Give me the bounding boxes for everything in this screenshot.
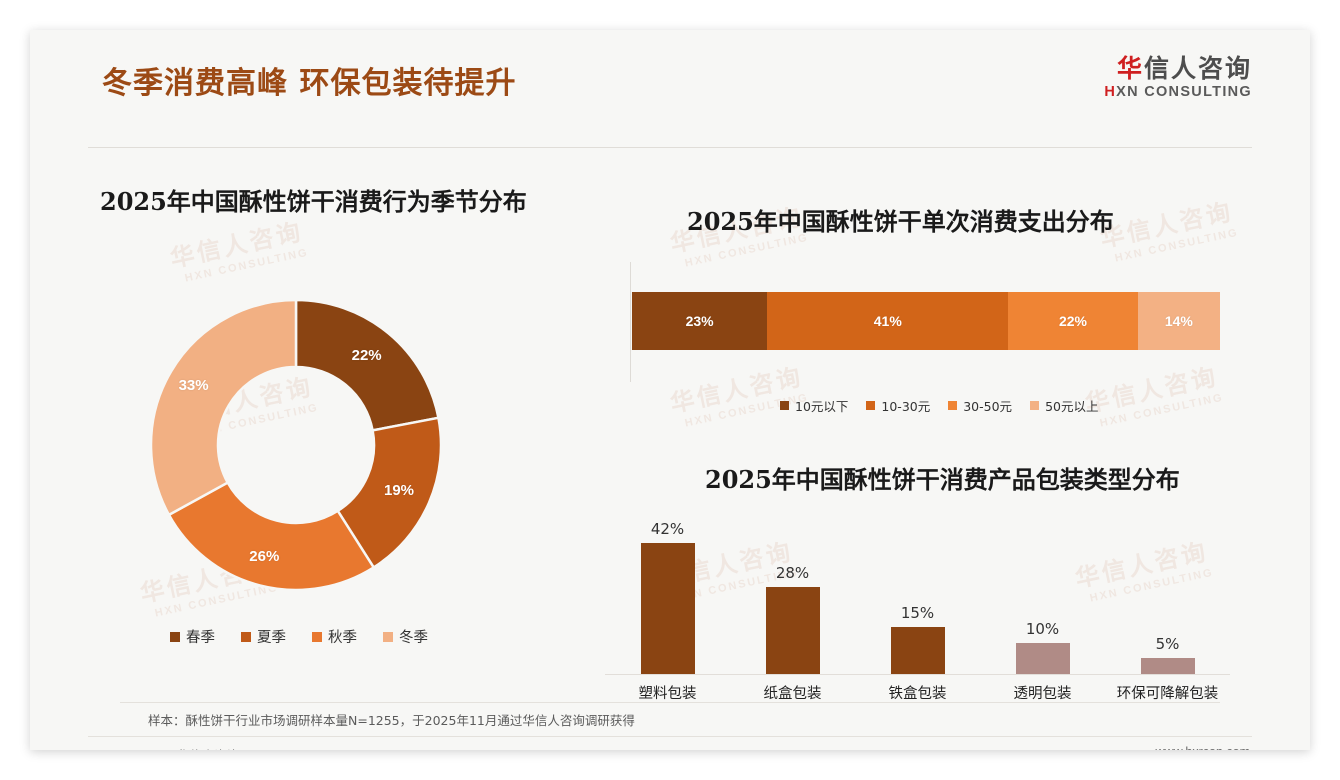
- slide-header: 冬季消费高峰 环保包装待提升 华信人咨询 HXN CONSULTING: [30, 30, 1310, 122]
- watermark-en: HXN CONSULTING: [1098, 391, 1225, 430]
- bar-value-label: 15%: [900, 604, 935, 623]
- bar-value-label: 28%: [775, 563, 810, 582]
- stacked-bar-legend: 10元以下 10-30元 30-50元 50元以上: [780, 396, 1098, 415]
- watermark-cn: 华信人咨询: [1097, 197, 1236, 253]
- footer-copyright: ©2026.1 HXR华信人咨询: [90, 745, 239, 750]
- bar-category-label: 铁盒包装: [888, 686, 947, 702]
- bar-category-label: 透明包装: [1013, 686, 1072, 702]
- logo-cn-red: 华: [1116, 54, 1144, 83]
- bar-chart-baseline: [605, 674, 1230, 675]
- bar-column[interactable]: 15%: [890, 604, 945, 674]
- bar-category-label: 环保可降解包装: [1116, 686, 1219, 702]
- spend-stacked-bar-chart: 23% 41% 22% 14%: [630, 262, 1230, 392]
- legend-label: 冬季: [399, 630, 428, 646]
- source-note: 样本：酥性饼干行业市场调研样本量N=1255，于2025年11月通过华信人咨询调…: [148, 713, 635, 728]
- packaging-bar-chart: 42% 28% 15% 10% 5% 塑料包装 纸盒包装 铁盒包装 透明包装 环保可降解包装: [605, 500, 1230, 702]
- donut-legend: 春季 夏季 秋季 冬季: [170, 626, 428, 647]
- donut-slice[interactable]: [294, 298, 440, 432]
- legend-label: 50元以上: [1045, 399, 1099, 414]
- legend-item[interactable]: 10-30元: [866, 396, 930, 415]
- legend-swatch-icon: [1030, 401, 1040, 410]
- stacked-bar-segment-value: 22%: [1058, 313, 1087, 329]
- watermark-en: HXN CONSULTING: [1113, 226, 1240, 265]
- stacked-bar-segment[interactable]: 23%: [632, 292, 768, 350]
- footer-website: www.hxrcon.com: [1156, 745, 1250, 750]
- season-donut-chart: 22% 19% 26% 33%: [96, 270, 576, 670]
- legend-item[interactable]: 冬季: [383, 626, 428, 647]
- bar-category-label: 纸盒包装: [763, 686, 822, 702]
- logo-english-text: HXN CONSULTING: [1104, 84, 1252, 100]
- bar-column[interactable]: 28%: [765, 563, 820, 674]
- legend-item[interactable]: 春季: [170, 626, 215, 647]
- bar-value-label: 5%: [1155, 635, 1180, 654]
- watermark-cn: 华信人咨询: [167, 217, 306, 273]
- stacked-bar-segment[interactable]: 41%: [767, 292, 1009, 350]
- legend-label: 春季: [186, 630, 215, 646]
- stacked-bar-segment-value: 41%: [873, 313, 902, 329]
- stacked-bar-segment[interactable]: 22%: [1008, 292, 1138, 350]
- legend-item[interactable]: 10元以下: [780, 396, 848, 415]
- stacked-bar-segment-value: 23%: [685, 313, 714, 329]
- watermark: 华信人咨询 HXN CONSULTING: [1096, 191, 1240, 266]
- donut-slice-value: 33%: [178, 377, 209, 395]
- legend-label: 30-50元: [963, 399, 1013, 414]
- legend-swatch-icon: [170, 631, 180, 642]
- header-divider: [88, 147, 1252, 148]
- bar-column[interactable]: 5%: [1140, 635, 1195, 674]
- bar-column[interactable]: 42%: [640, 519, 695, 674]
- logo-en-red: H: [1104, 84, 1117, 101]
- stacked-bar-axis-line: [630, 262, 631, 382]
- source-divider: [120, 702, 1220, 703]
- bar-rect[interactable]: [1015, 642, 1070, 674]
- logo-en-rest: XN CONSULTING: [1116, 84, 1252, 101]
- bar-rect[interactable]: [890, 627, 945, 674]
- legend-swatch-icon: [312, 631, 322, 642]
- stacked-bar-segment[interactable]: 14%: [1137, 292, 1220, 350]
- donut-slice-value: 26%: [249, 547, 280, 565]
- logo-chinese-text: 华信人咨询: [1104, 54, 1252, 83]
- legend-label: 夏季: [257, 630, 286, 646]
- stacked-bar-chart-title: 2025年中国酥性饼干单次消费支出分布: [687, 207, 1114, 236]
- legend-swatch-icon: [383, 631, 393, 642]
- legend-swatch-icon: [948, 401, 958, 410]
- packaging-bar-chart-title: 2025年中国酥性饼干消费产品包装类型分布: [705, 465, 1180, 494]
- stacked-bar-track: 23% 41% 22% 14%: [632, 292, 1220, 350]
- legend-swatch-icon: [780, 401, 789, 410]
- footer-divider: [88, 736, 1252, 737]
- bar-column[interactable]: 10%: [1015, 619, 1070, 674]
- company-logo: 华信人咨询 HXN CONSULTING: [1104, 54, 1252, 100]
- legend-label: 10元以下: [795, 399, 849, 414]
- bar-value-label: 10%: [1025, 619, 1060, 638]
- stacked-bar-segment-value: 14%: [1164, 313, 1193, 329]
- page-title: 冬季消费高峰 环保包装待提升: [102, 66, 517, 101]
- legend-item[interactable]: 秋季: [312, 626, 357, 647]
- legend-item[interactable]: 夏季: [241, 626, 286, 647]
- legend-item[interactable]: 50元以上: [1030, 396, 1098, 415]
- legend-label: 10-30元: [881, 399, 931, 414]
- donut-chart-title: 2025年中国酥性饼干消费行为季节分布: [100, 187, 527, 216]
- legend-swatch-icon: [866, 401, 876, 410]
- bar-rect[interactable]: [640, 542, 695, 674]
- legend-swatch-icon: [241, 631, 251, 642]
- bar-value-label: 42%: [650, 519, 685, 538]
- logo-cn-gray: 信人咨询: [1143, 54, 1252, 83]
- donut-slice[interactable]: [336, 416, 443, 570]
- donut-svg: [149, 298, 443, 592]
- legend-label: 秋季: [328, 630, 357, 646]
- bar-rect[interactable]: [765, 586, 820, 674]
- slide-canvas: 华信人咨询 HXN CONSULTING 华信人咨询 HXN CONSULTIN…: [30, 30, 1310, 750]
- donut-slice-value: 19%: [384, 481, 415, 499]
- legend-item[interactable]: 30-50元: [948, 396, 1012, 415]
- donut-slice-value: 22%: [351, 347, 382, 364]
- donut-slice[interactable]: [149, 298, 298, 517]
- bar-rect[interactable]: [1140, 658, 1195, 674]
- bar-category-label: 塑料包装: [638, 686, 697, 702]
- donut-slice[interactable]: [167, 480, 376, 592]
